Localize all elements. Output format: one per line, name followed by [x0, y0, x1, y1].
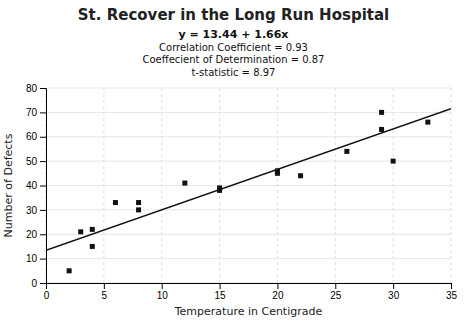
tick: 50: [26, 156, 46, 167]
tick-mark: [220, 283, 221, 289]
grid-line: [46, 112, 451, 113]
grid: [46, 88, 451, 283]
tick-label: 35: [446, 290, 458, 301]
point: [78, 229, 83, 234]
tick: 80: [26, 83, 46, 94]
tick-mark: [40, 259, 46, 260]
point: [136, 200, 141, 205]
tick: 15: [215, 283, 227, 301]
tick: 0: [44, 283, 50, 301]
tick-mark: [40, 234, 46, 235]
point: [344, 149, 349, 154]
tick-label: 0: [31, 278, 37, 289]
tick-mark: [40, 88, 46, 89]
tick: 0: [31, 278, 46, 289]
tick: 30: [388, 283, 400, 301]
tick: 70: [26, 107, 46, 118]
tick-mark: [40, 161, 46, 162]
point: [391, 159, 396, 164]
point: [67, 268, 72, 273]
annotation: t-statistic = 8.97: [192, 67, 276, 78]
tick: 20: [26, 229, 46, 240]
point: [298, 173, 303, 178]
tick: 20: [272, 283, 284, 301]
point: [379, 110, 384, 115]
tick-label: 20: [272, 290, 284, 301]
point: [425, 120, 430, 125]
grid-line: [46, 136, 451, 137]
x-axis-label: Temperature in Centigrade: [174, 305, 323, 318]
tick: 35: [446, 283, 458, 301]
tick: 40: [26, 180, 46, 191]
grid-line: [46, 209, 451, 210]
tick-mark: [162, 283, 163, 289]
grid-line: [46, 185, 451, 186]
axis-line: [47, 284, 452, 290]
tick-label: 0: [44, 290, 50, 301]
point: [182, 181, 187, 186]
marks: [46, 109, 451, 274]
grid-line: [46, 234, 451, 235]
tick-label: 25: [330, 290, 342, 301]
tick: 25: [330, 283, 342, 301]
grid-line: [46, 161, 451, 162]
tick-label: 20: [26, 229, 38, 240]
tick-label: 50: [26, 156, 38, 167]
tick-label: 60: [26, 131, 38, 142]
tick: 30: [26, 205, 46, 216]
tick-mark: [40, 112, 46, 113]
tick-label: 10: [26, 253, 38, 264]
plot-area: 0 5 10 15 20 25 30 35 0 10 20 30 40 50 60 70 80: [26, 83, 458, 301]
tick-label: 15: [215, 290, 227, 301]
point: [136, 207, 141, 212]
tick: 10: [157, 283, 169, 301]
tick-label: 10: [157, 290, 169, 301]
tick-mark: [40, 137, 46, 138]
tick-label: 30: [26, 205, 38, 216]
point: [379, 127, 384, 132]
point: [90, 244, 95, 249]
tick-label: 5: [102, 290, 108, 301]
tick-label: 80: [26, 83, 38, 94]
tick-mark: [40, 283, 46, 284]
tick-mark: [277, 283, 278, 289]
axis-line: [40, 89, 47, 284]
tick-mark: [40, 210, 46, 211]
grid-line: [46, 88, 451, 89]
tick-label: 40: [26, 180, 38, 191]
tick: 10: [26, 253, 46, 264]
annotation: y = 13.44 + 1.66x: [179, 28, 289, 41]
point: [113, 200, 118, 205]
tick-mark: [393, 283, 394, 289]
point: [90, 227, 95, 232]
tick-mark: [451, 283, 452, 289]
tick: 5: [102, 283, 108, 301]
tick-mark: [40, 186, 46, 187]
y-axis-label: Number of Defects: [2, 133, 15, 237]
tick-label: 70: [26, 107, 38, 118]
tick-mark: [104, 283, 105, 289]
chart: St. Recover in the Long Run Hospital y = …: [0, 0, 467, 321]
y-axis: 0 10 20 30 40 50 60 70 80: [26, 83, 47, 289]
title: St. Recover in the Long Run Hospital: [78, 6, 389, 24]
annotation: Coeffecient of Determination = 0.87: [143, 54, 325, 65]
tick: 60: [26, 131, 46, 142]
tick-label: 30: [388, 290, 400, 301]
grid-line: [46, 258, 451, 259]
annotation: Correlation Coefficient = 0.93: [159, 42, 308, 53]
x-axis: 0 5 10 15 20 25 30 35: [44, 283, 458, 301]
regression-line: [46, 109, 451, 251]
tick-mark: [335, 283, 336, 289]
